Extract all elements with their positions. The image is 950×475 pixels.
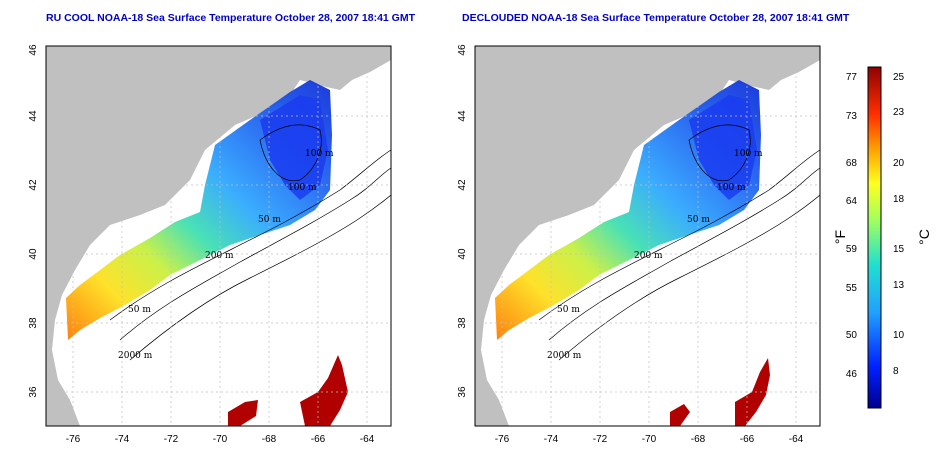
celsius-tick: 10 xyxy=(893,330,905,341)
lat-tick: 40 xyxy=(457,248,468,260)
graticule xyxy=(46,46,391,426)
left-map-panel: 100 m 100 m 50 m 200 m 50 m 2000 m 46 44… xyxy=(28,44,392,445)
celsius-tick: 18 xyxy=(893,194,905,205)
lon-tick: -74 xyxy=(115,434,130,445)
left-map-title: RU COOL NOAA-18 Sea Surface Temperature … xyxy=(46,12,415,24)
lon-tick: -64 xyxy=(360,434,375,445)
lon-tick: -68 xyxy=(691,434,706,445)
contour-label: 50 m xyxy=(258,215,281,225)
contour-label: 100 m xyxy=(305,149,334,159)
contour-label: 100 m xyxy=(734,149,763,159)
celsius-tick: 8 xyxy=(893,366,899,377)
lat-tick: 36 xyxy=(28,386,39,398)
contour-label: 100 m xyxy=(288,183,317,193)
land-mass xyxy=(46,46,391,426)
contour-label: 200 m xyxy=(634,251,663,261)
lon-tick: -76 xyxy=(66,434,81,445)
contour-label: 100 m xyxy=(717,183,746,193)
fahrenheit-tick: 55 xyxy=(846,283,858,294)
fahrenheit-tick: 50 xyxy=(846,330,858,341)
lat-tick: 38 xyxy=(28,317,39,329)
contour-label: 2000 m xyxy=(118,351,153,361)
sst-blue-core xyxy=(260,95,328,200)
contour-label: 50 m xyxy=(557,305,580,315)
right-map-title: DECLOUDED NOAA-18 Sea Surface Temperatur… xyxy=(462,12,850,24)
colorbar-scale xyxy=(867,66,882,409)
lon-tick: -72 xyxy=(164,434,179,445)
lat-tick: 46 xyxy=(28,44,39,56)
fahrenheit-tick: 59 xyxy=(846,244,858,255)
lat-tick: 42 xyxy=(457,179,468,191)
lat-tick: 40 xyxy=(28,248,39,260)
contour-label: 200 m xyxy=(205,251,234,261)
contour-label: 50 m xyxy=(687,215,710,225)
lat-tick: 42 xyxy=(28,179,39,191)
lon-tick: -66 xyxy=(740,434,755,445)
fahrenheit-unit-label: °F xyxy=(832,230,848,244)
land-mass xyxy=(475,46,820,426)
lon-tick: -70 xyxy=(642,434,657,445)
lat-tick: 44 xyxy=(457,110,468,122)
contour-label: 50 m xyxy=(128,305,151,315)
lon-tick: -68 xyxy=(262,434,277,445)
right-map-panel: 100 m 100 m 50 m 200 m 50 m 2000 m 46 44… xyxy=(457,44,821,445)
graticule xyxy=(475,46,820,426)
temperature-colorbar: 77 73 68 64 59 55 50 46 25 23 20 18 15 1… xyxy=(832,66,932,409)
fahrenheit-tick: 64 xyxy=(846,196,858,207)
left-map-frame xyxy=(45,45,392,427)
contour-label: 2000 m xyxy=(547,351,582,361)
gulf-stream-patch xyxy=(670,358,770,426)
fahrenheit-tick: 46 xyxy=(846,369,858,380)
lon-tick: -66 xyxy=(311,434,326,445)
celsius-tick: 20 xyxy=(893,158,905,169)
celsius-tick: 15 xyxy=(893,244,905,255)
sst-field xyxy=(66,80,332,340)
gulf-stream-patch xyxy=(228,355,348,426)
celsius-tick: 25 xyxy=(893,72,905,83)
lat-tick: 36 xyxy=(457,386,468,398)
celsius-tick: 13 xyxy=(893,280,905,291)
lat-tick: 46 xyxy=(457,44,468,56)
fahrenheit-tick: 68 xyxy=(846,158,858,169)
celsius-tick: 23 xyxy=(893,107,905,118)
sst-field xyxy=(495,80,761,340)
lon-tick: -70 xyxy=(213,434,228,445)
fahrenheit-tick: 77 xyxy=(846,72,858,83)
lon-tick: -74 xyxy=(544,434,559,445)
lat-tick: 44 xyxy=(28,110,39,122)
lon-tick: -64 xyxy=(789,434,804,445)
sst-blue-core xyxy=(689,95,757,200)
right-map-frame xyxy=(474,45,821,427)
lon-tick: -76 xyxy=(495,434,510,445)
lat-tick: 38 xyxy=(457,317,468,329)
lon-tick: -72 xyxy=(593,434,608,445)
fahrenheit-tick: 73 xyxy=(846,111,858,122)
celsius-unit-label: °C xyxy=(916,229,932,245)
